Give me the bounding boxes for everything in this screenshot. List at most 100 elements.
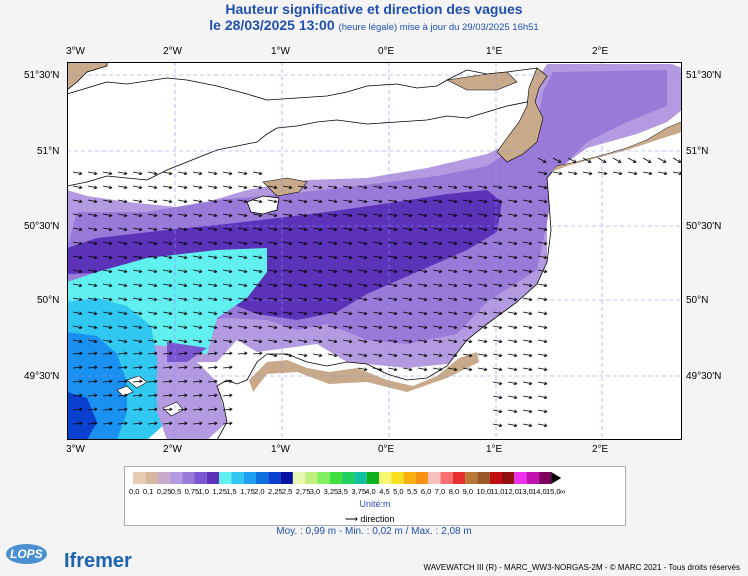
- direction-arrowhead: [528, 213, 533, 218]
- direction-arrowhead: [393, 367, 398, 372]
- direction-arrowhead: [93, 283, 98, 288]
- legend-swatch: [452, 472, 466, 484]
- direction-arrow: [72, 422, 82, 425]
- direction-arrow: [162, 366, 172, 369]
- direction-arrowhead: [363, 297, 368, 302]
- direction-arrowhead: [318, 199, 323, 204]
- legend-tick-label: 1,25: [212, 487, 227, 496]
- direction-arrow: [102, 394, 112, 397]
- direction-arrowhead: [288, 311, 293, 316]
- direction-arrow: [162, 213, 172, 217]
- legend-colorbar: [133, 472, 562, 484]
- direction-arrow: [177, 325, 187, 329]
- direction-arrowhead: [108, 185, 113, 190]
- direction-arrow: [537, 255, 547, 259]
- direction-arrow: [222, 422, 232, 425]
- direction-arrowhead: [632, 159, 637, 163]
- direction-arrowhead: [288, 199, 293, 204]
- direction-arrowhead: [423, 325, 428, 330]
- direction-arrow: [492, 325, 502, 329]
- direction-arrow: [222, 199, 232, 203]
- direction-arrowhead: [393, 255, 398, 260]
- direction-arrow: [132, 283, 142, 287]
- direction-arrow: [72, 408, 82, 411]
- direction-arrowhead: [168, 325, 173, 330]
- direction-arrow: [507, 283, 517, 287]
- direction-arrowhead: [543, 255, 548, 260]
- direction-arrow: [552, 171, 562, 175]
- direction-arrow: [147, 352, 157, 355]
- direction-arrow: [237, 297, 247, 301]
- direction-arrowhead: [543, 199, 548, 204]
- direction-arrowhead: [184, 351, 188, 356]
- direction-arrow: [612, 157, 622, 163]
- direction-arrow: [252, 339, 262, 343]
- direction-arrowhead: [453, 185, 458, 190]
- direction-arrow: [132, 255, 142, 259]
- ifremer-logo: Ifremer: [64, 550, 132, 572]
- direction-arrow: [357, 255, 367, 259]
- direction-arrowhead: [363, 185, 368, 190]
- direction-arrowhead: [198, 171, 203, 176]
- direction-arrowhead: [228, 213, 233, 218]
- direction-arrow: [207, 339, 217, 343]
- direction-arrow: [117, 255, 127, 259]
- direction-arrow: [177, 366, 187, 369]
- direction-arrowhead: [138, 297, 143, 302]
- direction-arrowhead: [213, 213, 218, 218]
- direction-arrow: [102, 213, 112, 217]
- direction-arrowhead: [378, 199, 383, 204]
- legend-tick-label: 0,1: [142, 487, 154, 496]
- direction-arrowhead: [542, 159, 547, 163]
- direction-arrow: [357, 213, 367, 217]
- direction-arrow: [477, 367, 487, 371]
- direction-arrow: [402, 269, 412, 273]
- direction-arrowhead: [438, 311, 443, 316]
- direction-arrowhead: [468, 241, 473, 246]
- direction-arrow: [207, 394, 217, 397]
- direction-arrowhead: [498, 255, 503, 260]
- direction-arrowhead: [258, 255, 263, 260]
- direction-arrow: [312, 227, 322, 231]
- direction-arrow: [252, 283, 262, 287]
- direction-arrow: [87, 352, 97, 355]
- direction-arrowhead: [169, 393, 173, 398]
- lon-label-top-0e: 0°E: [378, 46, 395, 57]
- direction-arrowhead: [138, 185, 143, 190]
- direction-arrowhead: [438, 297, 443, 302]
- direction-arrow: [312, 213, 322, 217]
- direction-arrow: [447, 339, 457, 343]
- direction-arrowhead: [184, 421, 188, 426]
- legend-tick-label: 3,25: [323, 487, 339, 496]
- direction-arrow: [132, 325, 142, 329]
- direction-arrow: [387, 269, 397, 273]
- direction-arrow: [117, 297, 127, 301]
- direction-arrowhead: [139, 421, 143, 426]
- direction-arrow: [522, 185, 532, 189]
- direction-arrow: [87, 283, 97, 287]
- direction-arrow: [297, 283, 307, 287]
- direction-arrowhead: [348, 255, 353, 260]
- direction-arrowhead: [109, 407, 113, 412]
- direction-arrow: [627, 171, 637, 175]
- direction-arrowhead: [483, 227, 488, 232]
- direction-arrow: [522, 227, 532, 231]
- direction-arrowhead: [258, 213, 263, 218]
- direction-arrowhead: [483, 255, 488, 260]
- direction-arrow: [357, 241, 367, 245]
- direction-arrow: [147, 408, 157, 411]
- direction-arrowhead: [168, 213, 173, 218]
- direction-arrowhead: [243, 339, 248, 344]
- direction-arrowhead: [123, 325, 128, 330]
- direction-arrowhead: [543, 423, 548, 428]
- direction-arrowhead: [183, 339, 188, 344]
- direction-arrow: [72, 283, 82, 287]
- direction-arrowhead: [378, 269, 383, 274]
- direction-arrowhead: [528, 381, 533, 386]
- direction-arrow: [237, 255, 247, 259]
- direction-arrowhead: [528, 423, 533, 428]
- legend-swatch: [489, 472, 502, 484]
- direction-arrow: [462, 339, 472, 343]
- direction-arrow: [537, 311, 547, 315]
- direction-arrow: [492, 297, 502, 301]
